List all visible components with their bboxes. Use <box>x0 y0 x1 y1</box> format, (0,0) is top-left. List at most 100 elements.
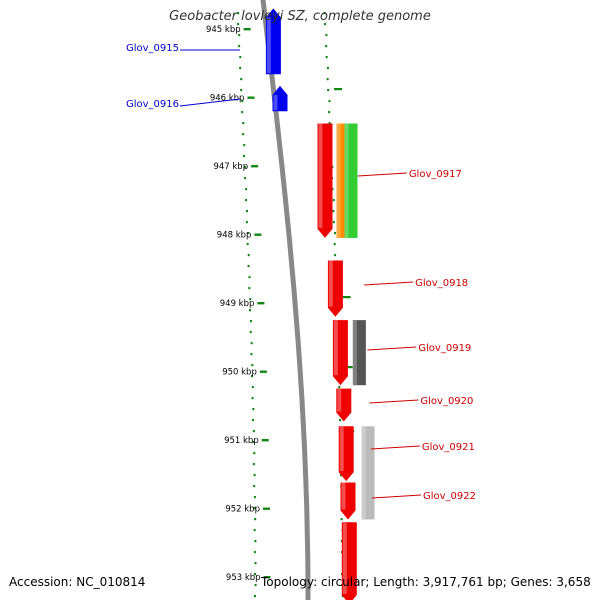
position-tick-mark <box>261 439 269 442</box>
gene-arrow-highlight <box>266 17 271 74</box>
gene-labels: Glov_0915 Glov_0916 Glov_0917 Glov_0918 Glov… <box>126 43 476 502</box>
gc-dot <box>253 551 256 554</box>
gc-dot <box>241 100 244 103</box>
position-tick-label: 947 kbp <box>213 162 248 172</box>
gc-dot <box>253 485 256 488</box>
gene-label-leader <box>370 445 420 450</box>
position-tick-mark <box>263 576 271 579</box>
gc-dot <box>246 243 249 246</box>
gc-dot <box>249 320 252 323</box>
gc-dot <box>333 243 336 246</box>
gc-dot <box>245 188 248 191</box>
gc-dot <box>246 210 249 213</box>
gc-dot <box>253 595 256 598</box>
gc-dot <box>239 56 242 59</box>
gc-dot <box>244 199 247 202</box>
gc-dot <box>326 67 329 70</box>
gc-dot <box>325 45 328 48</box>
position-tick-mark <box>251 165 259 168</box>
topology-label: Topology: <box>261 575 318 589</box>
gc-dot <box>340 540 343 543</box>
gc-dot <box>327 89 330 92</box>
gc-dot <box>253 452 256 455</box>
gene-label-leader <box>367 346 417 351</box>
gc-dot <box>248 276 251 279</box>
gc-dot <box>328 111 331 114</box>
gc-dot <box>241 111 244 114</box>
gc-dot <box>334 254 337 257</box>
gc-dot <box>251 364 254 367</box>
gc-dot <box>250 342 253 345</box>
gc-dot <box>254 540 257 543</box>
gc-dot <box>244 177 247 180</box>
position-tick-mark <box>262 507 270 510</box>
genes-value: 3,658 <box>556 575 591 589</box>
position-tick-label: 946 kbp <box>210 94 245 104</box>
gene-label-leader <box>179 98 241 107</box>
feature-hit-highlight <box>361 426 366 520</box>
gc-dot <box>244 166 247 169</box>
gene-label-leader <box>369 399 419 404</box>
gc-dot <box>252 441 255 444</box>
gc-dot <box>253 496 256 499</box>
gc-dot <box>326 78 329 81</box>
gc-dot <box>251 386 254 389</box>
gc-dot <box>253 573 256 576</box>
feature-hit-highlight <box>336 123 341 238</box>
gene-name-label: Glov_0917 <box>409 169 462 180</box>
gene-name-label: Glov_0919 <box>418 343 471 354</box>
position-tick-label: 953 kbp <box>226 573 261 583</box>
map-title: Geobacter lovleyi SZ, complete genome <box>169 9 431 24</box>
gc-dot <box>325 56 328 59</box>
gene-label-leader <box>371 494 422 499</box>
length-value: 3,917,761 bp <box>422 575 503 589</box>
gc-dot <box>243 155 246 158</box>
gc-dot <box>338 386 341 389</box>
gc-dot <box>254 584 257 587</box>
gc-dot <box>249 331 252 334</box>
gc-dot <box>251 397 254 400</box>
position-tick-mark <box>257 302 265 305</box>
position-tick-mark <box>247 96 255 99</box>
gc-dot <box>332 199 335 202</box>
gc-dot <box>339 419 342 422</box>
position-tick-label: 952 kbp <box>225 505 260 515</box>
gc-dot <box>238 34 241 37</box>
gc-dot <box>252 430 255 433</box>
gc-dot <box>250 375 253 378</box>
gene-name-label: Glov_0915 <box>126 43 179 54</box>
gc-dot <box>245 221 248 224</box>
gc-dot <box>252 408 255 411</box>
gene-track <box>265 8 357 600</box>
gene-name-label: Glov_0921 <box>422 442 475 453</box>
accession-info: Accession: NC_010814 <box>9 575 145 589</box>
gene-arrow-highlight <box>337 388 342 412</box>
gene-name-label: Glov_0916 <box>126 99 179 110</box>
position-tick-mark <box>254 233 262 236</box>
gc-dot <box>248 287 251 290</box>
gc-dot <box>250 353 253 356</box>
feature-hit-highlight <box>344 123 349 238</box>
gc-dot <box>254 518 257 521</box>
gene-arrow-highlight <box>328 260 333 307</box>
feature-hit-track <box>336 123 375 520</box>
backbone-track <box>260 0 311 600</box>
gc-dot <box>242 122 245 125</box>
gc-dot <box>323 12 326 15</box>
gc-skew-dash <box>344 366 353 369</box>
gene-name-label: Glov_0922 <box>423 491 476 502</box>
gene-arrow-highlight <box>341 482 346 510</box>
backbone-line <box>260 0 311 600</box>
gc-dot <box>253 474 256 477</box>
gc-dot <box>246 232 249 235</box>
gene-label-leader <box>357 172 407 177</box>
gc-dot <box>240 78 243 81</box>
position-tick-label: 945 kbp <box>206 25 241 35</box>
gc-dot <box>340 474 343 477</box>
gene-name-label: Glov_0920 <box>420 396 473 407</box>
accession-value: NC_010814 <box>76 575 146 589</box>
gc-dot <box>247 265 250 268</box>
gene-name-label: Glov_0918 <box>415 278 468 289</box>
position-tick-label: 951 kbp <box>224 436 259 446</box>
